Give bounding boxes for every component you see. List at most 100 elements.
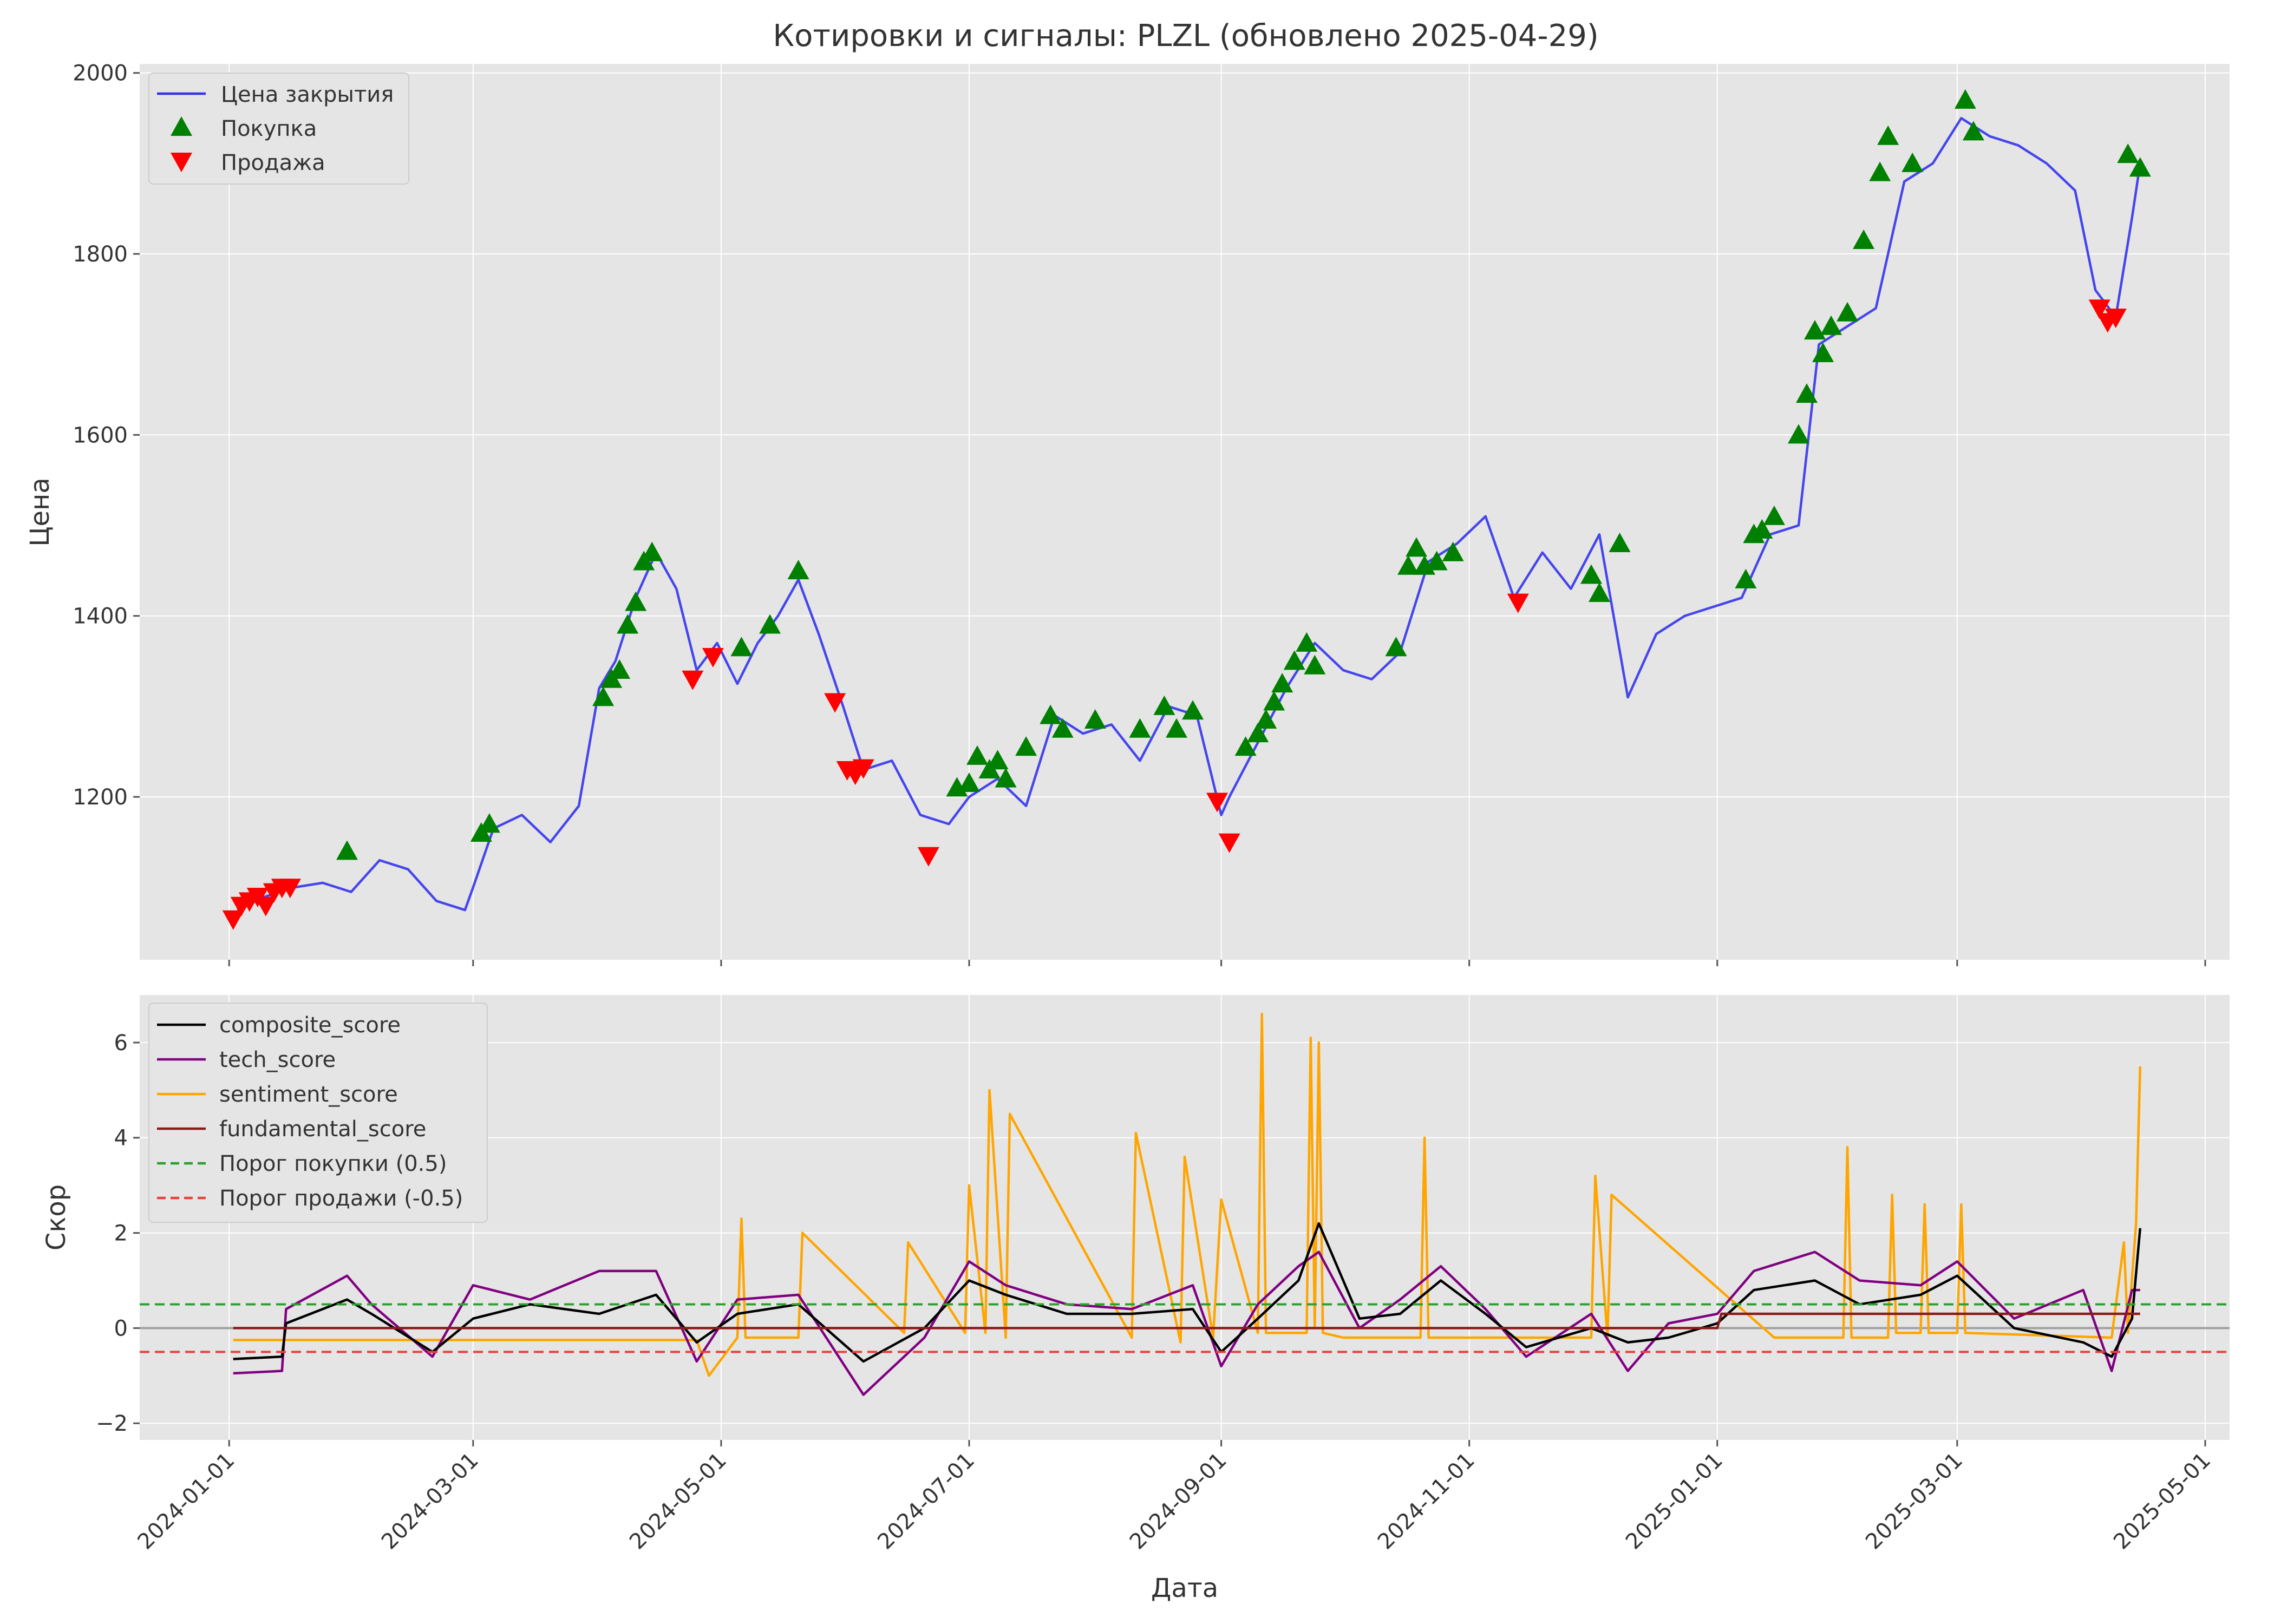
price-legend-box: [148, 73, 409, 185]
buy-marker: [1397, 555, 1420, 575]
price-grid: [140, 64, 2230, 960]
x-axis-label: Дата: [1151, 1573, 1218, 1603]
x-tick-label: 2024-11-01: [1373, 1448, 1480, 1555]
buy-marker: [1153, 695, 1175, 715]
score-y-tick-label: 0: [114, 1316, 128, 1341]
buy-marker: [478, 813, 500, 833]
sell-marker: [682, 670, 704, 690]
buy-marker: [730, 637, 753, 657]
buy-marker: [2129, 157, 2151, 177]
x-tick-label: 2024-09-01: [1125, 1448, 1232, 1555]
buy-marker: [1804, 320, 1826, 340]
buy-marker: [1763, 505, 1785, 525]
buy-marker: [1247, 723, 1269, 743]
sell-marker: [2088, 299, 2110, 319]
buy-marker: [1296, 632, 1318, 652]
buy-marker: [1442, 541, 1464, 561]
buy-marker: [958, 772, 980, 793]
legend-label-sell: Продажа: [221, 150, 325, 175]
buy-marker: [1869, 161, 1891, 181]
buy-marker: [617, 614, 639, 634]
buy-marker: [609, 659, 631, 679]
buy-marker: [1954, 89, 1976, 109]
price-y-tick-label: 1800: [73, 242, 128, 267]
buy-marker: [1040, 704, 1062, 724]
price-y-ticks: 1200 1400 1600 1800 2000: [73, 61, 140, 810]
sell-marker: [1507, 593, 1529, 613]
price-line: [237, 117, 2142, 912]
price-legend: Цена закрытия Покупка Продажа: [148, 73, 409, 185]
price-panel: 1200 1400 1600 1800 2000 Цена Цена закрытия П…: [25, 61, 2230, 966]
buy-marker: [1580, 564, 1602, 584]
buy-marker: [1877, 125, 1899, 145]
buy-marker: [1051, 718, 1074, 738]
legend-label-sell-threshold: Порог продажи (-0.5): [219, 1186, 463, 1211]
legend-sell-swatch: [171, 153, 192, 172]
buy-marker: [1812, 342, 1834, 362]
buy-marker: [1962, 121, 1984, 141]
buy-marker: [1426, 551, 1448, 571]
buy-marker: [1853, 229, 1875, 249]
sell-marker: [917, 847, 939, 867]
x-tick-label: 2024-05-01: [625, 1448, 731, 1555]
x-tick-label: 2025-05-01: [2109, 1448, 2216, 1555]
buy-marker: [1263, 691, 1285, 711]
buy-marker: [1084, 709, 1106, 729]
buy-marker: [1901, 152, 1924, 172]
legend-label-buy: Покупка: [221, 116, 317, 141]
buy-marker: [336, 840, 358, 860]
x-tick-label: 2024-01-01: [133, 1448, 239, 1555]
buy-marker: [2117, 143, 2139, 163]
price-y-tick-label: 1400: [73, 604, 128, 629]
score-y-ticks: −2 0 2 4 6: [96, 1031, 140, 1436]
buy-marker: [625, 591, 647, 611]
price-y-tick-label: 2000: [73, 61, 128, 86]
sell-marker: [2105, 309, 2127, 329]
x-tick-label: 2024-07-01: [873, 1448, 979, 1555]
legend-label-price: Цена закрытия: [221, 82, 394, 107]
score-x-ticks: 2024-01-01 2024-03-01 2024-05-01 2024-07-01…: [133, 1440, 2216, 1554]
sell-marker: [279, 879, 301, 899]
buy-marker: [1588, 582, 1610, 602]
score-marks: [140, 1012, 2230, 1396]
score-y-axis-label: Скор: [41, 1184, 71, 1250]
buy-marker: [1406, 537, 1428, 557]
buy-marker: [1304, 654, 1326, 675]
buy-marker: [966, 745, 989, 765]
buy-marker: [1129, 718, 1151, 738]
score-y-tick-label: 6: [114, 1031, 128, 1056]
price-y-tick-label: 1600: [73, 423, 128, 448]
price-plot-background: [140, 64, 2230, 960]
buy-marker: [1787, 424, 1809, 444]
buy-marker: [1795, 383, 1818, 403]
chart-title: Котировки и сигналы: PLZL (обновлено 202…: [773, 18, 1598, 54]
sell-marker: [222, 910, 244, 930]
buy-marker: [1234, 736, 1257, 756]
buy-marker: [1255, 709, 1277, 729]
sentiment-line: [233, 1012, 2142, 1377]
buy-marker: [1820, 315, 1842, 335]
buy-marker: [759, 614, 781, 634]
sell-marker: [1218, 833, 1240, 853]
score-legend: composite_score tech_score sentiment_score…: [148, 1003, 488, 1223]
buy-marker: [1609, 533, 1631, 553]
buy-marker: [1283, 650, 1305, 670]
legend-label-buy-threshold: Порог покупки (0.5): [219, 1151, 447, 1176]
legend-label-composite: composite_score: [219, 1013, 401, 1038]
buy-marker: [1271, 673, 1293, 693]
score-y-tick-label: 4: [114, 1126, 128, 1151]
x-tick-label: 2025-01-01: [1621, 1448, 1728, 1555]
buy-marker: [787, 560, 809, 580]
tech-line: [233, 1250, 2140, 1396]
buy-marker: [592, 686, 615, 706]
buy-marker: [641, 541, 663, 561]
sell-marker: [852, 759, 874, 779]
x-tick-label: 2024-03-01: [377, 1448, 483, 1555]
buy-marker: [1735, 568, 1757, 588]
buy-marker: [1015, 736, 1037, 756]
legend-label-fundamental: fundamental_score: [219, 1117, 426, 1142]
buy-marker: [986, 750, 1009, 770]
buy-marker: [1385, 637, 1407, 657]
